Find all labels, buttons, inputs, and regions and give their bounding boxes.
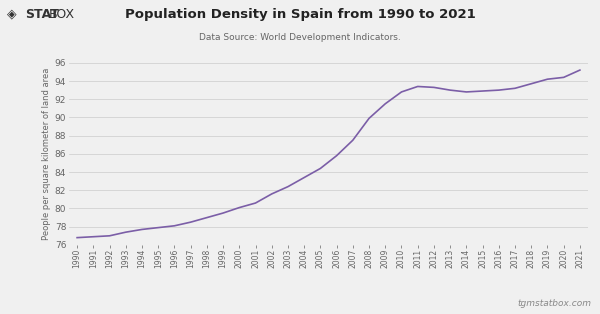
Y-axis label: People per square kilometer of land area: People per square kilometer of land area	[41, 68, 50, 240]
Text: STAT: STAT	[25, 8, 59, 21]
Text: Population Density in Spain from 1990 to 2021: Population Density in Spain from 1990 to…	[125, 8, 475, 21]
Text: tgmstatbox.com: tgmstatbox.com	[517, 299, 591, 308]
Text: BOX: BOX	[49, 8, 76, 21]
Text: Data Source: World Development Indicators.: Data Source: World Development Indicator…	[199, 33, 401, 42]
Text: ◈: ◈	[7, 8, 17, 21]
